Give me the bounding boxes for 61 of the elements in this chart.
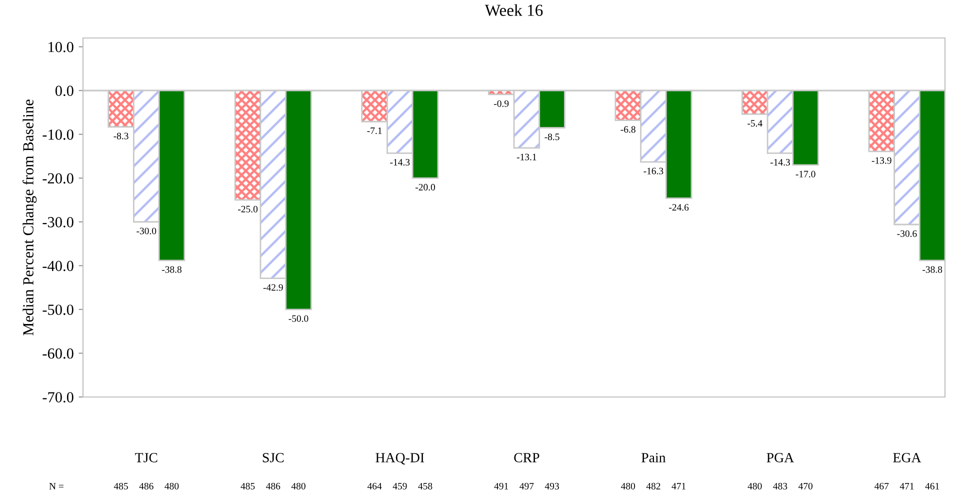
data-label: -6.8 [620, 126, 636, 133]
y-axis-title: Median Percent Change from Baseline [22, 100, 37, 336]
data-label: -38.8 [922, 266, 942, 273]
data-label: -5.4 [748, 120, 762, 127]
data-label: -20.0 [416, 184, 436, 191]
text: 486 [266, 482, 280, 490]
data-label: -16.3 [644, 168, 664, 174]
text: 470 [798, 482, 812, 490]
data-label: -8.5 [544, 134, 560, 140]
text: 471 [672, 482, 686, 490]
data-label: -7.1 [367, 128, 382, 134]
text: 497 [520, 482, 534, 490]
x-tick-label: PGA [766, 452, 794, 462]
y-tick-label: -30.0 [42, 217, 74, 228]
data-label: -13.1 [516, 154, 536, 160]
text: 480 [164, 482, 179, 490]
text: 485 [114, 482, 128, 490]
data-label: -50.0 [288, 315, 308, 322]
data-label: -14.3 [770, 159, 790, 166]
text: 480 [620, 482, 636, 490]
data-label: -8.3 [114, 132, 128, 140]
data-label: -30.6 [897, 230, 917, 237]
text: 461 [925, 482, 940, 490]
x-tick-label: TJC [135, 452, 158, 462]
y-tick-label: 10.0 [48, 42, 74, 52]
text: 486 [139, 482, 154, 490]
data-label: -25.0 [238, 206, 258, 212]
x-tick-label: HAQ-DI [376, 452, 424, 464]
data-label: -24.6 [669, 204, 689, 211]
x-tick-label: EGA [893, 452, 922, 462]
chart-title: Week 16 [484, 4, 543, 16]
y-tick-label: -70.0 [42, 392, 74, 403]
text: 459 [392, 482, 407, 490]
x-tick-label: CRP [514, 452, 540, 462]
text: 483 [773, 482, 788, 490]
text: N = [49, 482, 64, 490]
y-tick-label: -20.0 [42, 173, 74, 184]
text: 493 [544, 482, 559, 490]
y-tick-label: -40.0 [42, 260, 74, 272]
data-label: -30.0 [136, 228, 156, 234]
x-tick-label: SJC [262, 452, 284, 462]
text: 464 [367, 482, 382, 490]
data-label: -42.9 [263, 284, 283, 291]
text: 485 [240, 482, 255, 490]
data-label: -14.3 [390, 159, 410, 166]
y-tick-label: -60.0 [42, 348, 74, 359]
x-tick-label: Pain [641, 452, 666, 462]
data-label: -13.9 [872, 157, 892, 164]
text: 482 [646, 482, 660, 490]
data-label: -38.8 [162, 266, 182, 273]
y-tick-label: -10.0 [42, 129, 74, 140]
data-label: -0.9 [494, 100, 509, 107]
text: 480 [748, 482, 762, 490]
text: 467 [874, 482, 889, 490]
text: 471 [900, 482, 914, 490]
text: 491 [494, 482, 508, 490]
text: 480 [291, 482, 306, 490]
data-label: -17.0 [796, 170, 816, 178]
text: 458 [418, 482, 432, 490]
y-tick-label: -50.0 [42, 304, 74, 315]
y-tick-label: 0.0 [55, 86, 74, 96]
